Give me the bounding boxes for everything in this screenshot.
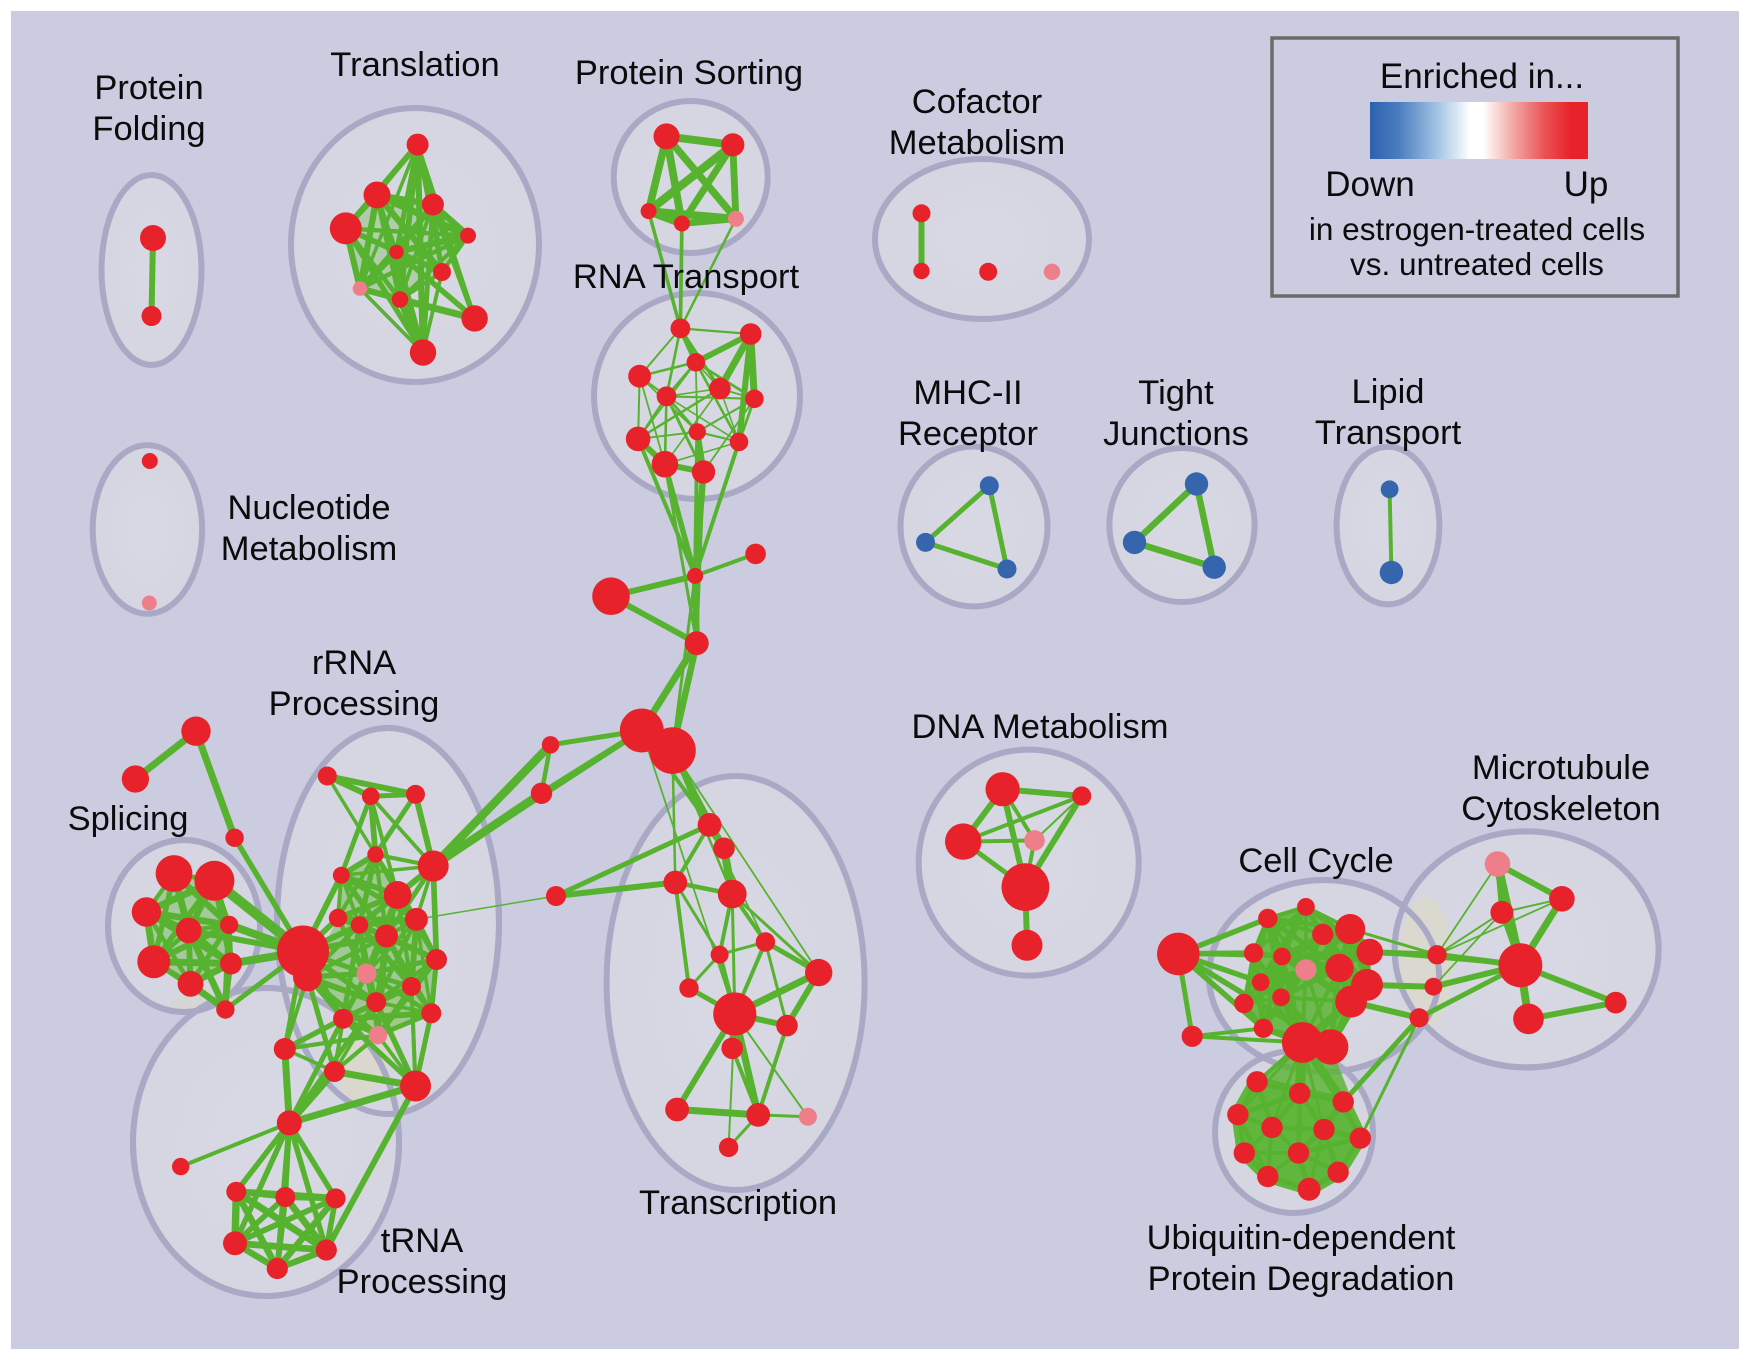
- svg-text:Metabolism: Metabolism: [889, 124, 1065, 162]
- svg-text:Junctions: Junctions: [1103, 415, 1249, 453]
- svg-text:Splicing: Splicing: [68, 800, 189, 838]
- svg-text:Protein Degradation: Protein Degradation: [1148, 1260, 1455, 1298]
- svg-text:RNA Transport: RNA Transport: [573, 258, 800, 296]
- svg-text:Tight: Tight: [1138, 374, 1214, 412]
- svg-text:Up: Up: [1564, 165, 1609, 204]
- svg-text:Lipid: Lipid: [1352, 373, 1425, 411]
- svg-text:Receptor: Receptor: [898, 415, 1038, 453]
- svg-text:Enriched in...: Enriched in...: [1380, 57, 1584, 96]
- svg-text:vs. untreated cells: vs. untreated cells: [1350, 246, 1604, 282]
- svg-text:Metabolism: Metabolism: [221, 530, 397, 568]
- svg-text:Folding: Folding: [92, 110, 205, 148]
- svg-text:Transcription: Transcription: [639, 1184, 837, 1222]
- svg-text:Cytoskeleton: Cytoskeleton: [1461, 790, 1660, 828]
- svg-text:DNA Metabolism: DNA Metabolism: [912, 708, 1169, 746]
- svg-text:Cell Cycle: Cell Cycle: [1238, 842, 1393, 880]
- svg-text:MHC-II: MHC-II: [913, 374, 1022, 412]
- svg-text:Nucleotide: Nucleotide: [227, 489, 390, 527]
- svg-text:Down: Down: [1325, 165, 1414, 204]
- svg-text:tRNA: tRNA: [381, 1222, 463, 1260]
- svg-text:Microtubule: Microtubule: [1472, 749, 1650, 787]
- svg-text:Protein Sorting: Protein Sorting: [575, 54, 803, 92]
- svg-text:Ubiquitin-dependent: Ubiquitin-dependent: [1147, 1219, 1456, 1257]
- svg-text:Cofactor: Cofactor: [912, 83, 1042, 121]
- svg-text:Translation: Translation: [330, 46, 499, 84]
- svg-text:Processing: Processing: [337, 1263, 508, 1301]
- svg-text:Protein: Protein: [94, 69, 203, 107]
- svg-text:in estrogen-treated cells: in estrogen-treated cells: [1309, 211, 1645, 247]
- svg-text:rRNA: rRNA: [312, 644, 396, 682]
- svg-text:Processing: Processing: [269, 685, 440, 723]
- svg-text:Transport: Transport: [1315, 414, 1462, 452]
